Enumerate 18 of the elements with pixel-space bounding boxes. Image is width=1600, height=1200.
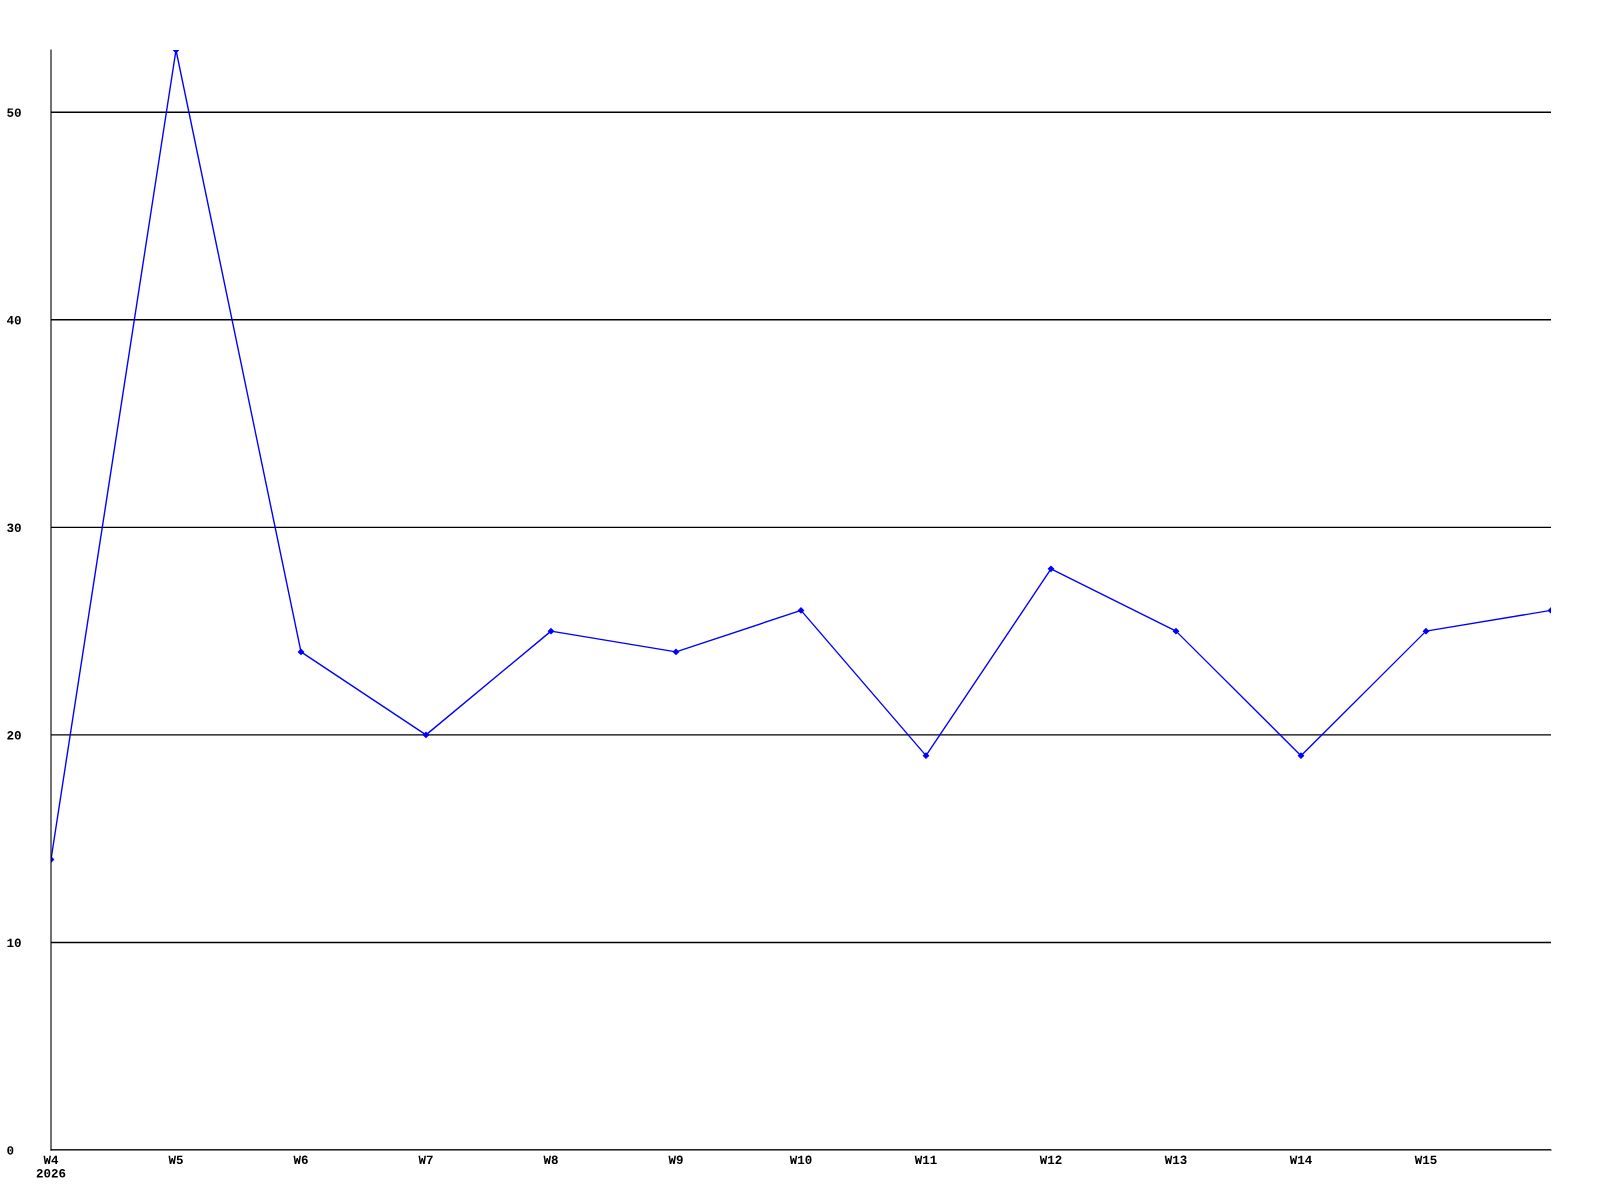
y-tick-label: 40	[6, 315, 21, 325]
x-tick-label: W14	[1289, 1155, 1312, 1164]
y-tick-label: 20	[7, 731, 21, 740]
y-tick-label: 30	[7, 523, 21, 533]
x-tick-label: W12	[1039, 1155, 1062, 1164]
x-tick-label: W13	[1164, 1155, 1187, 1165]
y-tick-label: 10	[7, 938, 21, 948]
x-tick-label: W15	[1414, 1155, 1437, 1165]
x-tick-label: W7	[418, 1155, 433, 1164]
x-tick-label: W4 2026	[36, 1155, 66, 1178]
x-tick-label: W9	[668, 1155, 683, 1165]
x-tick-label: W8	[543, 1155, 558, 1165]
y-tick-label: 50	[7, 108, 21, 117]
x-tick-label: W11	[914, 1155, 937, 1164]
x-tick-label: W6	[293, 1155, 308, 1165]
x-tick-label: W10	[789, 1155, 812, 1165]
x-tick-label: W5	[168, 1155, 183, 1165]
y-tick-label: 0	[7, 1146, 14, 1155]
